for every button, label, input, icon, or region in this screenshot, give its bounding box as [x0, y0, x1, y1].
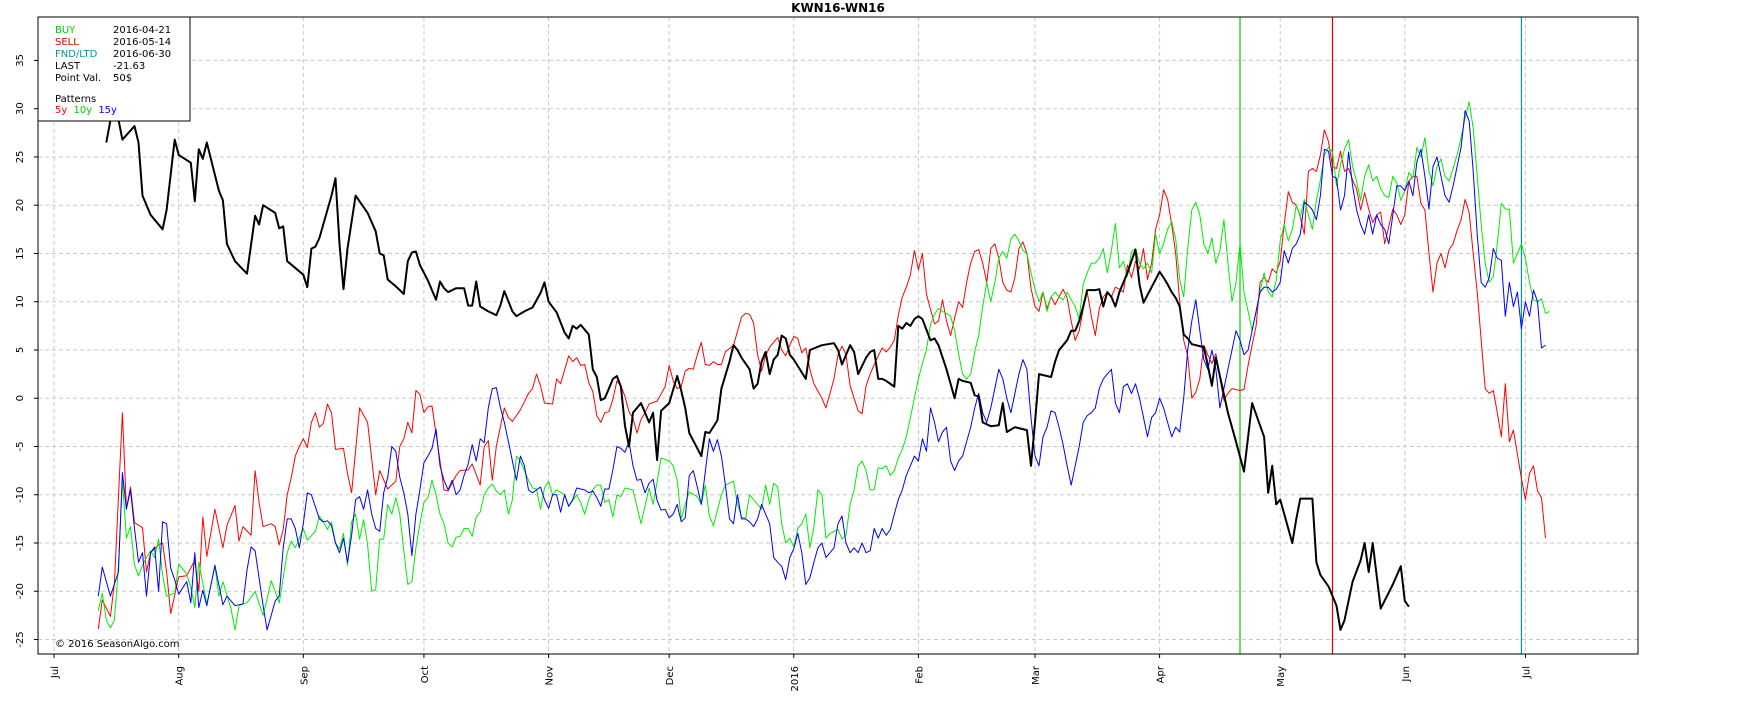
x-tick-label: Nov — [545, 666, 556, 686]
x-tick-label: May — [1276, 666, 1287, 687]
x-tick-label: Aug — [175, 666, 186, 686]
y-tick-label: 30 — [15, 102, 26, 115]
y-tick-label: 5 — [15, 347, 26, 353]
series-5y-line — [97, 129, 1546, 629]
patterns-legend: 5y 10y 15y — [55, 105, 117, 116]
x-tick-label: Feb — [914, 666, 925, 684]
y-tick-label: 15 — [15, 247, 26, 260]
pattern-label-10y: 10y — [73, 105, 92, 116]
chart-title: KWN16-WN16 — [791, 1, 885, 15]
x-tick-label: 2016 — [790, 666, 801, 691]
legend-label: BUY — [55, 25, 76, 36]
pattern-label-5y: 5y — [55, 105, 67, 116]
x-tick-label: Sep — [299, 666, 310, 685]
copyright-text: © 2016 SeasonAlgo.com — [55, 639, 180, 650]
legend-label: Point Val. — [55, 73, 101, 84]
legend-label: FND/LTD — [55, 49, 98, 60]
series-15y-line — [97, 110, 1546, 631]
y-axis: -25 -20 -15 -10 -5 0 5 10 15 20 25 30 35 — [15, 54, 38, 648]
x-axis: Jul Aug Sep Oct Nov Dec 2016 Feb Mar Apr May Jun Jul — [50, 654, 1532, 691]
x-tick-label: Jun — [1401, 666, 1412, 683]
legend-value: 50$ — [113, 73, 132, 84]
legend-box: BUY 2016-04-21 SELL 2016-05-14 FND/LTD 2016-0… — [37, 16, 191, 122]
patterns-heading: Patterns — [55, 94, 96, 105]
y-tick-label: 20 — [15, 199, 26, 212]
grid-layer — [38, 17, 1638, 654]
legend-value: 2016-05-14 — [113, 37, 171, 48]
series-current-line — [105, 98, 1410, 631]
legend-frame — [37, 16, 191, 122]
y-tick-label: -10 — [15, 487, 26, 503]
legend-value: 2016-04-21 — [113, 25, 171, 36]
y-tick-label: 25 — [15, 151, 26, 164]
legend-value: -21.63 — [113, 61, 145, 72]
legend-value: 2016-06-30 — [113, 49, 171, 60]
x-tick-label: Jul — [50, 666, 61, 679]
legend-label: SELL — [55, 37, 79, 48]
y-tick-label: -5 — [15, 442, 26, 452]
x-tick-label: Apr — [1156, 665, 1167, 683]
y-tick-label: 10 — [15, 295, 26, 308]
x-tick-label: Mar — [1031, 665, 1042, 685]
series-layer — [97, 98, 1550, 631]
y-tick-label: 0 — [15, 395, 26, 401]
x-tick-label: Oct — [420, 666, 431, 683]
y-tick-label: -20 — [15, 583, 26, 599]
legend-label: LAST — [55, 61, 81, 72]
y-tick-label: -25 — [15, 631, 26, 647]
legend-rows: BUY 2016-04-21 SELL 2016-05-14 FND/LTD 2016-0… — [55, 25, 171, 84]
x-tick-label: Jul — [1521, 666, 1532, 679]
plot-frame — [37, 16, 1639, 655]
vertical-markers — [1239, 17, 1523, 654]
x-tick-label: Dec — [665, 666, 676, 685]
y-tick-label: 35 — [15, 54, 26, 67]
y-tick-label: -15 — [15, 535, 26, 551]
pattern-label-15y: 15y — [98, 105, 117, 116]
